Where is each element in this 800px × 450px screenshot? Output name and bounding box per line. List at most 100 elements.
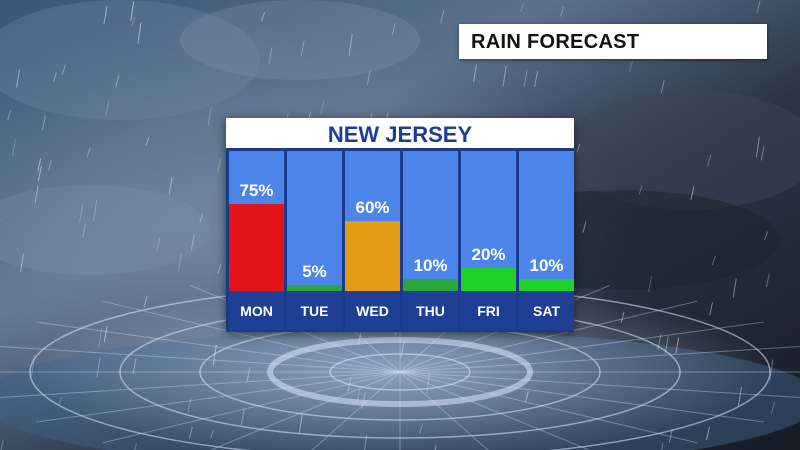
rain-streak xyxy=(131,16,136,27)
radar-graphic xyxy=(0,272,800,450)
rain-streak xyxy=(675,337,680,355)
rain-streak xyxy=(37,158,42,172)
bar-fri xyxy=(461,268,516,291)
rain-streak xyxy=(268,47,273,65)
rain-streak xyxy=(391,23,396,36)
rain-streak xyxy=(755,136,760,158)
rain-streak xyxy=(320,100,325,115)
rain-streak xyxy=(357,332,362,346)
rain-streak xyxy=(356,388,361,404)
radar-spoke xyxy=(102,371,401,444)
rain-streak xyxy=(156,237,161,250)
radar-spoke xyxy=(399,371,698,444)
rain-streak xyxy=(534,70,539,88)
rain-streak xyxy=(737,387,742,406)
rain-streak xyxy=(82,223,87,238)
rain-streak xyxy=(707,154,712,167)
rain-streak xyxy=(576,143,581,153)
rain-streak xyxy=(361,392,366,409)
radar-spoke xyxy=(36,321,401,373)
rain-streak xyxy=(177,254,182,272)
page-title: RAIN FORECAST xyxy=(471,31,640,53)
rain-streak xyxy=(188,426,193,439)
rain-streak xyxy=(706,426,710,441)
rain-streak xyxy=(732,278,737,298)
rain-streak xyxy=(207,106,212,125)
rain-streak xyxy=(130,1,135,22)
rain-streak xyxy=(61,64,66,75)
panel-header: NEW JERSEY xyxy=(226,118,574,148)
rain-streak xyxy=(168,177,173,195)
value-label-sat: 10% xyxy=(529,256,564,275)
radar-spoke xyxy=(399,345,800,373)
rain-streak xyxy=(217,158,222,172)
rain-streak xyxy=(347,377,352,392)
rain-streak xyxy=(103,5,108,25)
rain-streak xyxy=(524,391,529,403)
radar-spoke xyxy=(399,371,800,399)
rain-streak xyxy=(58,396,63,406)
value-label-fri: 20% xyxy=(471,245,506,264)
title-box: RAIN FORECAST xyxy=(459,24,767,59)
rain-streak xyxy=(560,6,565,17)
day-label-mon: MON xyxy=(229,291,284,330)
rain-streak xyxy=(217,263,222,274)
rain-streak xyxy=(103,325,108,343)
radar-spoke xyxy=(209,371,401,450)
column-tue: 5% TUE xyxy=(287,151,342,330)
rain-streak xyxy=(661,442,664,450)
radar-spoke xyxy=(311,371,401,450)
bar-thu xyxy=(403,279,458,291)
rain-streak xyxy=(434,445,437,450)
bar-tue xyxy=(287,285,342,291)
rain-streak xyxy=(664,336,669,354)
rain-streak xyxy=(348,33,353,56)
rain-streak xyxy=(212,344,217,366)
bar-wed xyxy=(345,221,400,291)
rain-streak xyxy=(300,40,305,57)
rain-streak xyxy=(760,146,765,161)
bar-sat xyxy=(519,279,574,291)
rain-streak xyxy=(115,75,120,88)
rain-streak xyxy=(31,354,36,377)
rain-streak xyxy=(209,430,214,439)
day-label-thu: THU xyxy=(403,291,458,330)
rain-streak xyxy=(105,100,110,116)
chart-title: NEW JERSEY xyxy=(327,122,473,147)
rain-streak xyxy=(366,70,371,86)
rain-streak xyxy=(41,115,46,131)
rain-streak xyxy=(756,0,761,14)
radar-ring xyxy=(329,353,471,391)
radar-spoke xyxy=(399,321,764,373)
rain-streak xyxy=(648,276,653,293)
rain-streak xyxy=(190,234,195,251)
radar-ring xyxy=(267,337,533,407)
rain-streak xyxy=(0,440,4,450)
rain-streak xyxy=(16,69,21,88)
rain-streak xyxy=(473,64,477,83)
rain-streak xyxy=(7,110,12,121)
rain-streak xyxy=(260,12,265,22)
rain-streak xyxy=(79,203,84,223)
rain-streak xyxy=(582,221,587,233)
column-wed: 60% WED xyxy=(345,151,400,330)
rain-streak xyxy=(638,185,643,195)
rain-streak xyxy=(523,69,528,87)
rain-streak xyxy=(145,136,150,146)
forecast-panel: NEW JERSEY 75% MON 5% TUE 60% WED 10% THU 20% FRI… xyxy=(226,118,574,332)
radar-spoke xyxy=(399,371,489,450)
radar-spoke xyxy=(0,371,401,399)
rain-streak xyxy=(400,341,405,358)
value-label-mon: 75% xyxy=(239,181,274,200)
rain-streak xyxy=(364,435,368,450)
rain-streak xyxy=(137,22,142,44)
rain-streak xyxy=(418,424,423,434)
rain-streak xyxy=(657,334,662,350)
rain-streak xyxy=(620,311,625,323)
rain-streak xyxy=(132,358,137,375)
radar-spoke xyxy=(399,371,764,423)
rain-streak xyxy=(52,72,57,83)
rain-streak xyxy=(520,3,525,12)
day-label-tue: TUE xyxy=(287,291,342,330)
rain-streak xyxy=(86,147,91,158)
